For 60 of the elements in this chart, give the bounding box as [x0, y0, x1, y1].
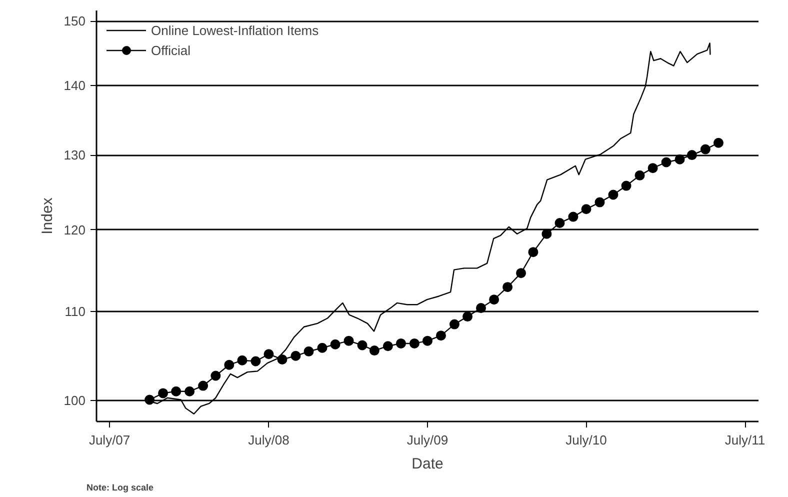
point [330, 339, 340, 350]
point [621, 180, 632, 191]
point [171, 386, 182, 396]
y-tick-label: 100 [64, 393, 86, 408]
point [661, 157, 672, 168]
point [317, 342, 328, 353]
point [396, 338, 406, 348]
point [581, 204, 592, 214]
point [648, 163, 658, 174]
point [409, 338, 420, 348]
y-axis-title: Index [38, 197, 56, 234]
text: Note: Log scale [86, 482, 154, 492]
point [542, 228, 552, 239]
x-tick-label: July/10 [566, 432, 607, 448]
x-tick-label: July/09 [406, 432, 448, 448]
point [277, 354, 288, 364]
point [436, 330, 446, 341]
point [700, 144, 710, 154]
point [516, 268, 526, 278]
point [674, 154, 685, 164]
point [158, 388, 168, 398]
point [290, 350, 301, 361]
point [502, 282, 513, 292]
point [382, 341, 393, 352]
x-tick-label: July/11 [724, 432, 766, 448]
point [210, 370, 221, 381]
point [713, 138, 724, 148]
point [476, 303, 486, 314]
y-tick-label: 150 [64, 14, 86, 29]
y-tick-label: 130 [64, 148, 86, 163]
point [264, 349, 274, 360]
point [462, 312, 473, 322]
point [528, 247, 538, 258]
point [608, 190, 618, 200]
point [357, 340, 368, 350]
y-tick-label: 140 [64, 78, 86, 94]
point [304, 346, 314, 356]
point [686, 150, 697, 160]
point [144, 394, 155, 405]
point [369, 346, 380, 356]
y-tick-label: 120 [64, 222, 86, 238]
point [237, 355, 248, 366]
point [568, 212, 578, 222]
point [554, 218, 565, 228]
point [250, 356, 261, 366]
point [489, 294, 500, 305]
legend-label: Official [151, 42, 190, 58]
point [198, 380, 208, 391]
point [449, 319, 460, 330]
x-axis-title: Date [412, 456, 444, 472]
point [594, 197, 605, 208]
legend-label: Online Lowest-Inflation Items [151, 22, 319, 38]
point [634, 170, 645, 180]
x-tick-label: July/08 [248, 432, 290, 448]
y-tick-label: 110 [64, 304, 86, 319]
x-tick-label: July/07 [88, 432, 130, 448]
point [224, 360, 234, 370]
point [184, 386, 195, 396]
point [422, 336, 432, 346]
point [344, 336, 354, 346]
